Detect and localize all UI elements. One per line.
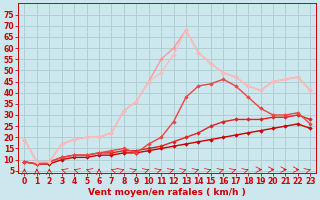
X-axis label: Vent moyen/en rafales ( km/h ): Vent moyen/en rafales ( km/h ) xyxy=(88,188,246,197)
